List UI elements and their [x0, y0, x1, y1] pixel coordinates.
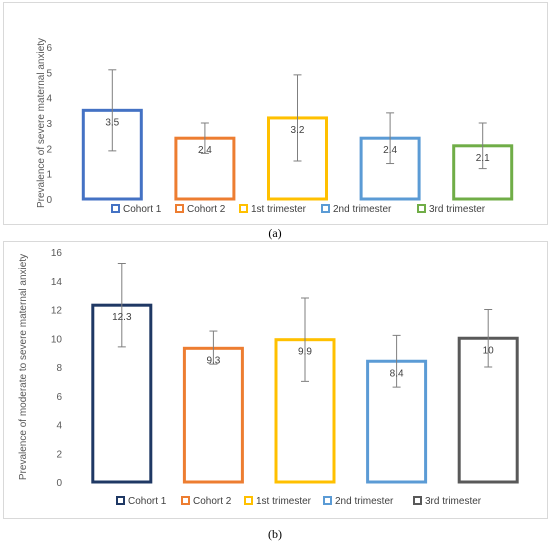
y-tick-label: 4 — [56, 421, 62, 432]
y-tick-label: 1 — [46, 170, 52, 181]
legend-entry: 2nd trimester — [333, 204, 392, 215]
legend-swatch — [239, 204, 248, 213]
legend-entry: Cohort 1 — [123, 204, 162, 215]
chart-panel-b: 0 2 4 6 8 10 12 14 16 Prevalence of moderate to s… — [3, 241, 548, 519]
y-tick-label: 0 — [56, 478, 62, 489]
y-tick-label: 0 — [46, 195, 52, 206]
data-label: 2.4 — [198, 145, 212, 156]
data-label: 9.9 — [298, 347, 312, 358]
caption-a: (a) — [268, 226, 282, 240]
y-tick-label: 14 — [51, 277, 63, 288]
legend-swatch — [111, 204, 120, 213]
legend-swatch — [417, 204, 426, 213]
y-tick-label: 5 — [46, 68, 52, 79]
legend-entry: Cohort 1 — [128, 496, 167, 507]
y-tick-label: 4 — [46, 94, 52, 105]
bar-chart-b: 0 2 4 6 8 10 12 14 16 Prevalence of moderate to s… — [18, 248, 519, 507]
data-label: 9.3 — [206, 355, 220, 366]
caption-b: (b) — [268, 527, 282, 541]
chart-panel-a: 0 1 2 3 4 5 6 Prevalence of severe maternal anx… — [3, 2, 548, 225]
data-label: 3.2 — [291, 125, 305, 136]
y-tick-label: 10 — [51, 334, 63, 345]
data-label: 8.4 — [390, 368, 404, 379]
legend-entry: Cohort 2 — [193, 496, 232, 507]
legend-entry: 3rd trimester — [429, 204, 486, 215]
y-axis-title: Prevalence of severe maternal anxiety — [36, 38, 47, 208]
y-tick-label: 16 — [51, 248, 63, 259]
legend-swatch — [244, 496, 253, 505]
y-axis-title: Prevalence of moderate to severe materna… — [18, 254, 29, 480]
legend-swatch — [323, 496, 332, 505]
legend-swatch — [181, 496, 190, 505]
y-tick-label: 8 — [56, 363, 62, 374]
bar — [182, 346, 244, 484]
legend-entry: 1st trimester — [256, 496, 312, 507]
legend-swatch — [116, 496, 125, 505]
y-tick-label: 2 — [56, 449, 62, 460]
legend-swatch — [413, 496, 422, 505]
legend-entry: 2nd trimester — [335, 496, 394, 507]
data-label: 12.3 — [112, 312, 132, 323]
y-tick-label: 12 — [51, 306, 63, 317]
y-tick-label: 2 — [46, 144, 52, 155]
legend-entry: Cohort 2 — [187, 204, 226, 215]
y-tick-label: 6 — [56, 392, 62, 403]
y-tick-label: 3 — [46, 119, 52, 130]
legend-entry: 1st trimester — [251, 204, 307, 215]
data-label: 3.5 — [105, 117, 119, 128]
legend-swatch — [175, 204, 184, 213]
legend-entry: 3rd trimester — [425, 496, 482, 507]
y-tick-label: 6 — [46, 43, 52, 54]
data-label: 2.1 — [476, 153, 490, 164]
data-label: 2.4 — [383, 145, 397, 156]
data-label: 10 — [483, 345, 495, 356]
legend-swatch — [321, 204, 330, 213]
